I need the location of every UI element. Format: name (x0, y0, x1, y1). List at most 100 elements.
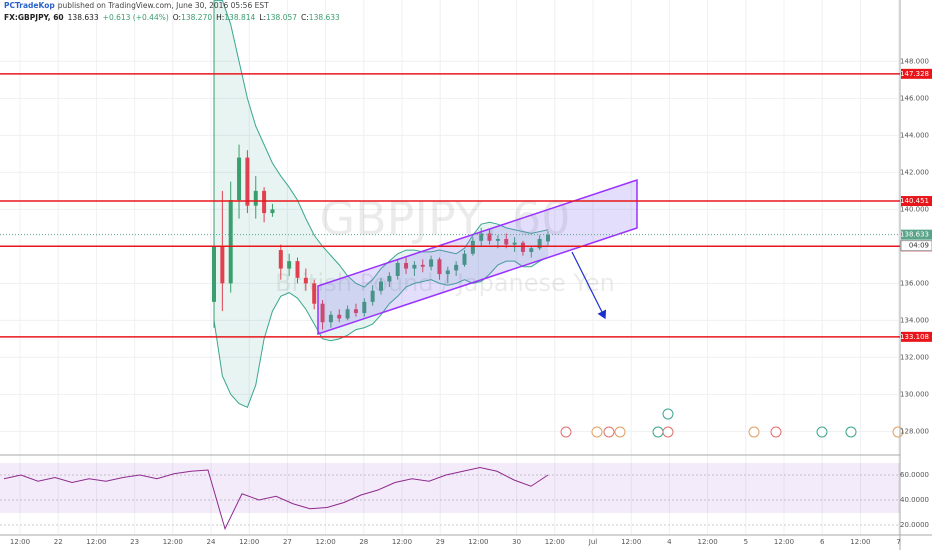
band-lower (213, 257, 549, 408)
last: 138.633 (68, 13, 99, 22)
candle-body (504, 238, 509, 245)
x-tick-label: 12:00 (239, 538, 259, 546)
countdown: 04:09 (909, 242, 929, 250)
candle-body (328, 314, 333, 323)
last-price-tag (901, 229, 932, 240)
candle-body (379, 281, 383, 291)
candle-body (520, 242, 525, 252)
level-label: 140.451 (900, 197, 929, 205)
x-tick-label: Jul (588, 538, 598, 546)
open: 138.270 (181, 13, 212, 22)
x-tick-label: 12:00 (468, 538, 488, 546)
x-tick-label: 12:00 (545, 538, 565, 546)
candle-body (395, 263, 400, 276)
close: 138.633 (309, 13, 340, 22)
y-tick-label: 142.000 (900, 168, 929, 176)
y-tick-label: 132.000 (900, 353, 929, 361)
header: PCTradeKop published on TradingView.com, … (4, 1, 269, 10)
symbol: FX:GBPJPY, 60 (4, 13, 64, 22)
x-tick-label: 7 (896, 538, 900, 546)
candle-body (220, 246, 225, 284)
candle-body (420, 264, 425, 267)
y-tick-label: 148.000 (900, 57, 929, 65)
axes: 12:00 22 12:00 23 12:00 24 12:00 27 12:00 28 12:00… (10, 57, 929, 546)
band-upper (214, 0, 549, 288)
candle-body (412, 264, 417, 269)
candle-body (462, 253, 467, 265)
candle-body (546, 234, 550, 242)
candle-body (529, 248, 534, 252)
x-tick-label: 6 (820, 538, 825, 546)
open-label: O: (173, 13, 181, 22)
y-tick-label: 130.000 (900, 390, 929, 398)
y-tick-label: 128.000 (900, 427, 929, 435)
x-tick-label: 12:00 (163, 538, 183, 546)
x-tick-label: 29 (436, 538, 445, 546)
candle-body (470, 240, 475, 254)
candle-body (537, 238, 542, 249)
candle-body (212, 246, 216, 302)
candle-body (429, 259, 434, 267)
candle-body (387, 275, 392, 282)
x-tick-label: 12:00 (850, 538, 870, 546)
candle-body (303, 277, 308, 284)
x-tick-label: 22 (54, 538, 63, 546)
candle-body (353, 309, 358, 313)
level-tag (901, 68, 932, 79)
low-label: L: (259, 13, 266, 22)
high: 138.814 (224, 13, 255, 22)
x-tick-label: 12:00 (10, 538, 30, 546)
y-tick-label: 136.000 (900, 279, 929, 287)
x-tick-label: 12:00 (316, 538, 336, 546)
x-tick-label: 27 (283, 538, 292, 546)
rsi-tick-label: 40.0000 (900, 496, 929, 504)
close-label: C: (301, 13, 309, 22)
x-tick-label: 23 (130, 538, 139, 546)
candle-body (262, 190, 267, 214)
candle-body (479, 233, 484, 241)
x-tick-label: 30 (512, 538, 521, 546)
legend: FX:GBPJPY, 60 138.633 +0.613 (+0.44%) O:138… (4, 13, 340, 22)
candle-body (320, 303, 325, 323)
candle-body (445, 270, 450, 275)
arrow (571, 251, 607, 320)
y-tick-label: 146.000 (900, 94, 929, 102)
published: published on TradingView.com, June 30, 2… (58, 1, 269, 10)
change: +0.613 (+0.44%) (103, 13, 169, 22)
countdown-tag (900, 240, 932, 252)
level-label: 133.108 (900, 333, 929, 341)
grid (0, 0, 900, 535)
candle-body (228, 200, 233, 284)
candle-body (487, 233, 492, 241)
x-tick-label: 12:00 (621, 538, 641, 546)
x-tick-label: 4 (667, 538, 672, 546)
high-label: H: (216, 13, 224, 22)
trend-channel (317, 178, 638, 336)
candle-body (404, 263, 409, 269)
y-tick-label: 140.000 (900, 205, 929, 213)
rsi-tick-label: 20.0000 (900, 521, 929, 529)
x-tick-label: 28 (359, 538, 368, 546)
candle-body (370, 290, 375, 302)
x-tick-label: 12:00 (392, 538, 412, 546)
last-price-label: 138.633 (900, 231, 929, 239)
candle-body (495, 238, 500, 241)
rsi-line (3, 466, 549, 531)
candle-body (270, 209, 275, 214)
candle-body (337, 314, 342, 319)
candle-body (512, 242, 517, 245)
candle-body (454, 264, 459, 271)
band-fill (214, 0, 548, 408)
x-tick-label: 5 (744, 538, 748, 546)
candle-body (345, 309, 350, 319)
candle-body (237, 157, 242, 201)
x-tick-label: 12:00 (86, 538, 106, 546)
author: PCTradeKop (4, 1, 55, 10)
low: 138.057 (266, 13, 297, 22)
candle-body (287, 261, 292, 269)
rsi-band (0, 463, 900, 513)
candle-body (362, 301, 367, 313)
candle-body (278, 250, 283, 269)
